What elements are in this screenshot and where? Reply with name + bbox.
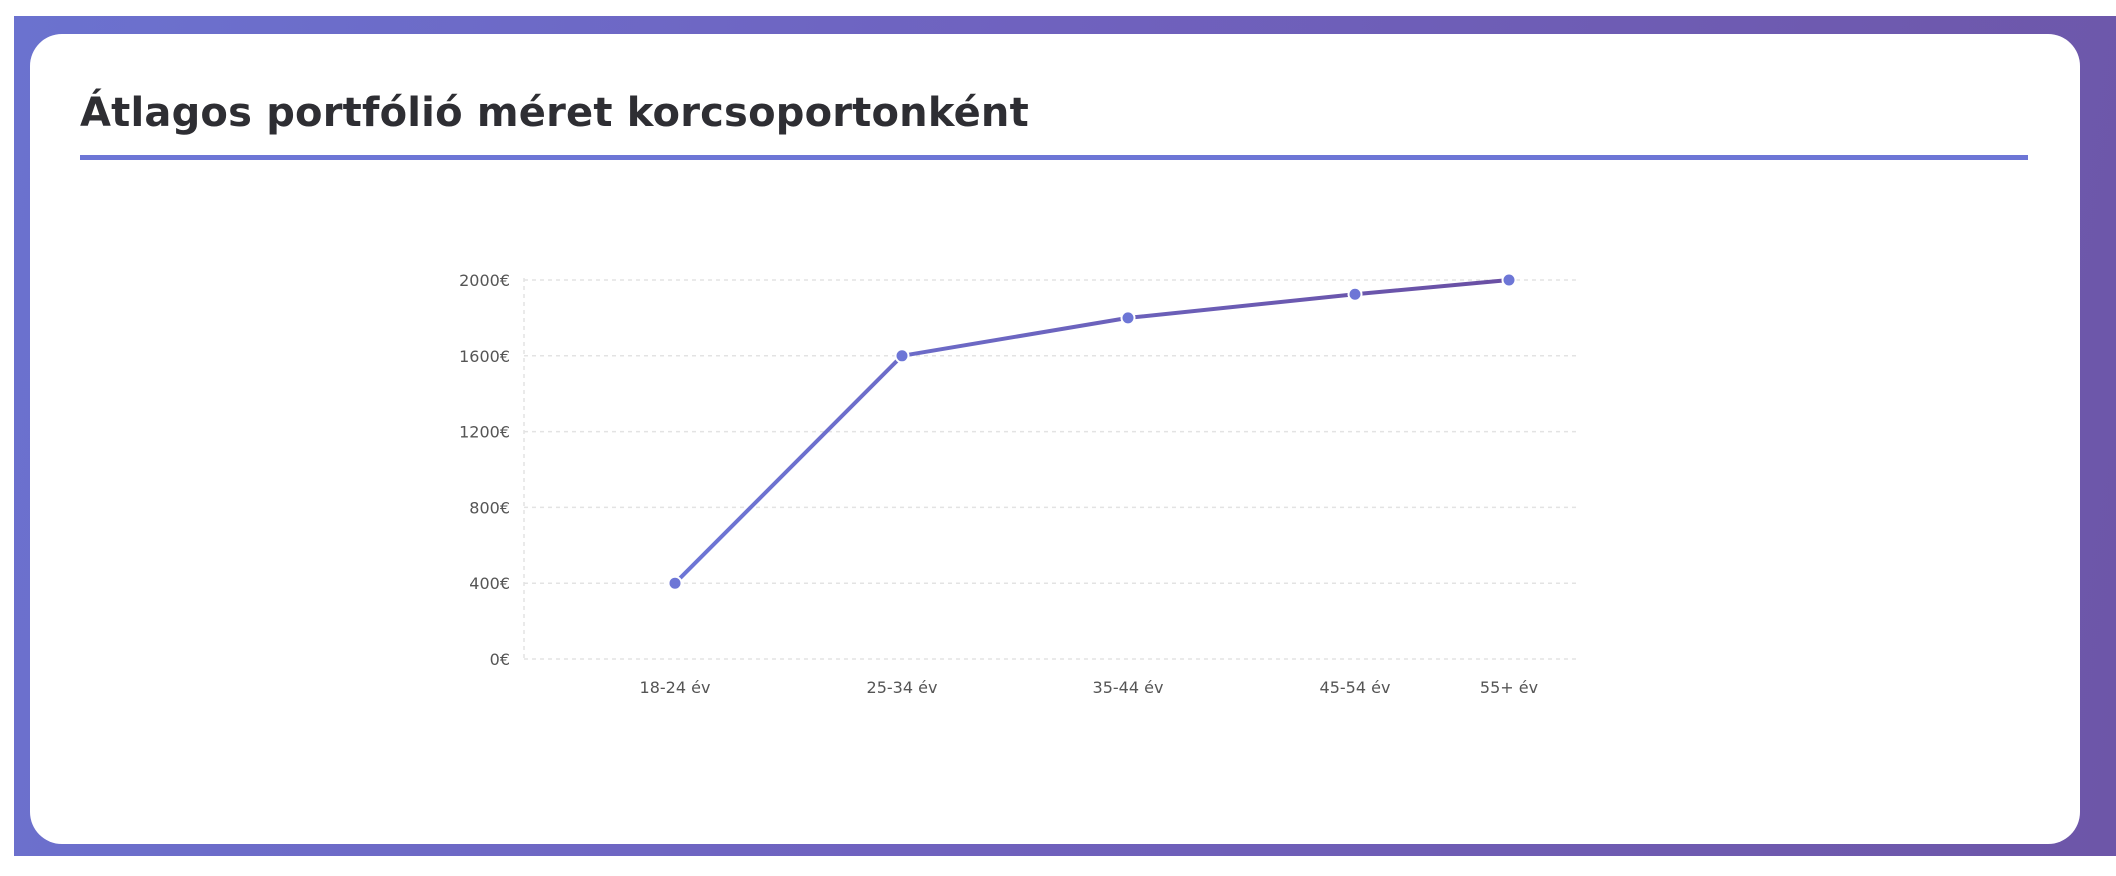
grid-lines <box>524 279 1578 660</box>
x-tick-label: 25-34 év <box>867 678 938 697</box>
y-axis-tick-labels: 0€ 400€ 800€ 1200€ 1600€ 2000€ <box>459 271 510 669</box>
y-tick-label: 0€ <box>490 650 510 669</box>
x-tick-label: 18-24 év <box>640 678 711 697</box>
y-tick-label: 2000€ <box>459 271 510 290</box>
card-title: Átlagos portfólió méret korcsoportonként <box>80 90 1029 136</box>
data-point[interactable] <box>1347 286 1363 302</box>
data-point[interactable] <box>667 575 683 591</box>
x-tick-label: 35-44 év <box>1093 678 1164 697</box>
y-tick-label: 800€ <box>469 498 510 517</box>
x-axis-tick-labels: 18-24 év 25-34 év 35-44 év 45-54 év 55+ év <box>640 678 1539 697</box>
y-tick-label: 400€ <box>469 574 510 593</box>
data-point[interactable] <box>1120 310 1136 326</box>
y-tick-label: 1200€ <box>459 423 510 442</box>
y-tick-label: 1600€ <box>459 347 510 366</box>
data-point[interactable] <box>1501 272 1517 288</box>
series-average-portfolio <box>667 272 1517 591</box>
x-tick-label: 55+ év <box>1480 678 1538 697</box>
data-point[interactable] <box>894 348 910 364</box>
chart-card: Átlagos portfólió méret korcsoportonként… <box>30 34 2080 844</box>
line-chart: 0€ 400€ 800€ 1200€ 1600€ 2000€ 18-24 év 25-34 … <box>459 271 1578 697</box>
x-tick-label: 45-54 év <box>1320 678 1391 697</box>
title-underline <box>80 155 2028 160</box>
